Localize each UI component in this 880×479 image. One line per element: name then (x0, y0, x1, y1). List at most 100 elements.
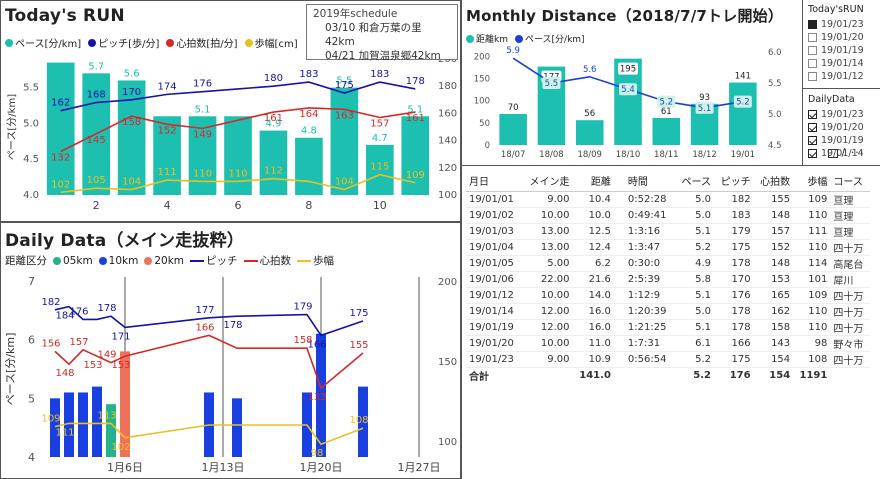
table-row[interactable]: 19/01/06 22.00 21.6 2:5:39 5.8 170 153 101 犀川 (466, 271, 870, 288)
table-cell: 109 (793, 191, 831, 208)
slicer-item[interactable]: 19/01/19 (808, 134, 880, 147)
line-data-label: 175 (349, 308, 368, 319)
table-cell: 19/01/04 (466, 239, 522, 256)
table-cell: 1:21:25 (613, 319, 675, 336)
more-options-icon[interactable]: / ··· (841, 146, 865, 159)
column-header[interactable]: 心拍数 (753, 170, 794, 192)
table-row[interactable]: 19/01/05 5.00 6.2 0:30:0 4.9 178 148 114 高尾台 (466, 255, 870, 272)
schedule-item: 04/21 加賀温泉郷42km (325, 50, 441, 62)
checkbox[interactable] (808, 110, 817, 119)
legend-item-pitch[interactable]: ピッチ[歩/分] (88, 35, 159, 50)
checkbox[interactable] (808, 59, 817, 68)
today-run-chart[interactable]: 4.04.55.05.5100120140160180200246810ペース[… (1, 1, 461, 222)
column-header[interactable]: ピッチ (714, 170, 754, 192)
table-cell: 1:12:9 (613, 287, 675, 304)
legend-item-distance[interactable]: 距離km (466, 32, 508, 45)
table-row[interactable]: 19/01/14 12.00 16.0 1:20:39 5.0 178 162 110 四十万 (466, 303, 870, 320)
line-data-label: 161 (406, 113, 425, 124)
table-cell: 四十万 (830, 287, 870, 304)
monthly-legend: 距離km ペース[分/km] (466, 32, 585, 45)
table-cell: 154 (753, 351, 794, 368)
checkbox[interactable] (808, 20, 817, 29)
table-row[interactable]: 19/01/02 10.00 10.0 0:49:41 5.0 183 148 110 亘理 (466, 207, 870, 224)
legend-item-heart[interactable]: 心拍数[拍/分] (166, 35, 238, 50)
checkbox[interactable] (808, 33, 817, 42)
table-cell: 108 (793, 351, 831, 368)
x-tick-label: 10 (373, 199, 387, 212)
slicer-item[interactable]: 19/01/20 (808, 121, 880, 134)
pace-bar (106, 404, 116, 457)
legend-item-10km[interactable]: 10km (98, 255, 138, 267)
checkbox[interactable] (808, 136, 817, 145)
line-data-label: 161 (264, 113, 283, 124)
column-header[interactable]: ペース (674, 170, 714, 192)
slicer-item[interactable]: 19/01/12 (808, 70, 880, 83)
table-cell: 10.0 (572, 207, 614, 224)
table-cell: 170 (714, 271, 754, 288)
slicer-item[interactable]: 19/01/19 (808, 44, 880, 57)
checkbox[interactable] (808, 149, 817, 158)
y-tick-label: 50 (479, 119, 490, 129)
line-data-label: 112 (264, 166, 283, 177)
legend-item-20km[interactable]: 20km (144, 255, 184, 267)
column-header[interactable]: メイン走 (521, 170, 573, 192)
slicer-item[interactable]: 19/01/20 (808, 31, 880, 44)
legend-item-heart[interactable]: 心拍数 (243, 253, 291, 268)
line-data-label: 157 (370, 118, 389, 129)
column-header[interactable]: 月日 (466, 170, 522, 192)
table-row[interactable]: 19/01/01 9.00 10.4 0:52:28 5.0 182 155 109 亘理 (466, 191, 870, 208)
column-header[interactable]: 距離 (572, 170, 614, 192)
checkbox[interactable] (808, 72, 817, 81)
line-data-label: 180 (264, 73, 283, 84)
slicer-item[interactable]: 19/01/14 (808, 147, 880, 160)
table-row[interactable]: 19/01/20 10.00 11.0 1:7:31 6.1 166 143 98 野々市 (466, 335, 870, 352)
pace-bar (365, 144, 394, 195)
legend-item-05km[interactable]: 05km (53, 255, 93, 267)
series-line (60, 81, 416, 112)
y-tick-label: 4 (28, 451, 35, 464)
daily-chart[interactable]: 4 5 6 7 100 150 200 ペース[分/km] 1月6日 1月13日 1月20日 1月27… (1, 223, 461, 479)
table-cell: 158 (753, 319, 794, 336)
total-cell: 154 (753, 366, 794, 384)
table-row[interactable]: 19/01/04 13.00 12.4 1:3:47 5.2 175 152 110 四十万 (466, 239, 870, 256)
legend-item-pitch[interactable]: ピッチ (190, 253, 238, 268)
legend-item-stride[interactable]: 歩幅[cm] (244, 35, 298, 50)
table-row[interactable]: 19/01/12 10.00 14.0 1:12:9 5.1 176 165 109 四十万 (466, 287, 870, 304)
line-label-bg (619, 83, 637, 96)
table-cell: 12.4 (572, 239, 614, 256)
table-row[interactable]: 19/01/23 9.00 10.9 0:56:54 5.2 175 154 108 四十万 (466, 351, 870, 368)
table-row[interactable]: 19/01/19 12.00 16.0 1:21:25 5.1 178 158 110 四十万 (466, 319, 870, 336)
table-cell: 101 (793, 271, 831, 288)
y-tick-label: 200 (474, 52, 490, 62)
table-cell: 1:20:39 (613, 303, 675, 320)
slicer-item[interactable]: 19/01/23 (808, 108, 880, 121)
slicer-title: Today'sRUN (808, 4, 864, 15)
distance-bar (499, 114, 527, 145)
focus-mode-icon[interactable] (828, 148, 838, 158)
legend-item-pace[interactable]: ペース[分/km] (5, 35, 81, 50)
table-cell: 6.1 (674, 335, 714, 352)
legend-item-monthly-pace[interactable]: ペース[分/km] (514, 32, 585, 45)
bar-data-label: 5.1 (407, 104, 423, 115)
total-cell (613, 366, 675, 384)
slicer-item[interactable]: 19/01/23 (808, 18, 880, 31)
series-line (54, 422, 364, 446)
line-data-label: 163 (335, 110, 354, 121)
checkbox[interactable] (808, 123, 817, 132)
line-data-label: 110 (228, 168, 247, 179)
column-header[interactable]: 時間 (613, 170, 675, 192)
table-cell: 5.0 (674, 207, 714, 224)
pace-bar (224, 116, 252, 195)
pace-bar (78, 392, 88, 457)
table-row[interactable]: 19/01/03 13.00 12.5 1:3:16 5.1 179 157 111 亘理 (466, 223, 870, 240)
legend-item-stride[interactable]: 歩幅 (297, 253, 334, 268)
monthly-chart[interactable]: 0 50 100 150 200 4.5 5.0 5.5 6.0 18/07 18/08 18/09 1… (462, 0, 802, 165)
slicer-item[interactable]: 19/01/14 (808, 57, 880, 70)
y-tick-label: 150 (474, 75, 490, 85)
checkbox[interactable] (808, 46, 817, 55)
y-tick-label: 100 (474, 97, 490, 107)
bar-data-label: 5.7 (88, 61, 104, 72)
column-header[interactable]: コース (830, 170, 870, 192)
column-header[interactable]: 歩幅 (793, 170, 831, 192)
line-data-label: 109 (41, 414, 60, 425)
